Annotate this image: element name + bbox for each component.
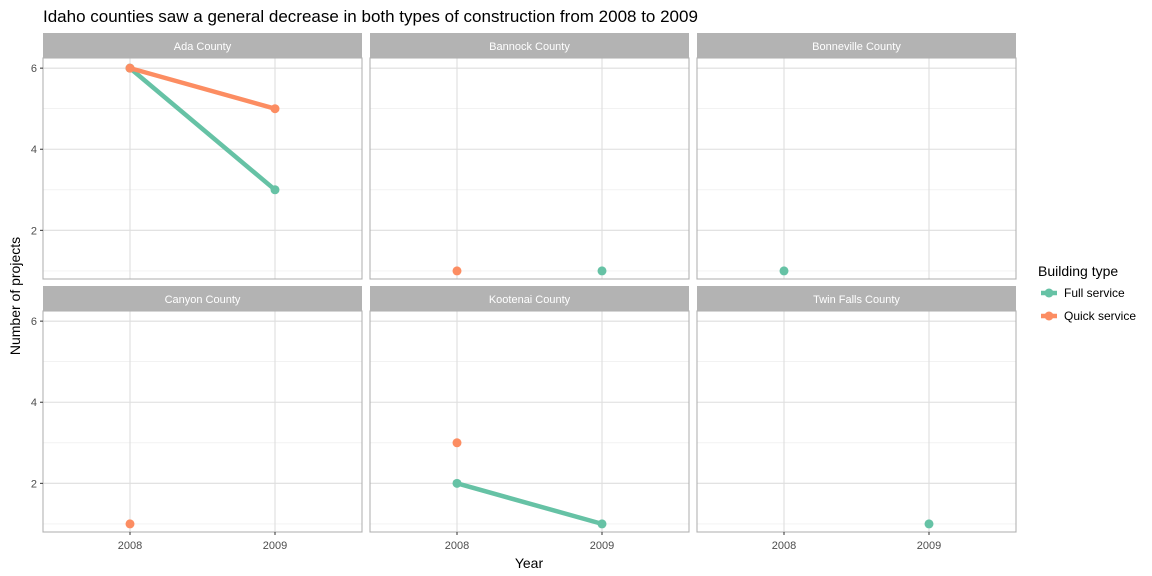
strip-twin-falls-county (697, 286, 1016, 311)
legend-label-full-service: Full service (1064, 286, 1125, 300)
strip-canyon-county (43, 286, 362, 311)
chart-title: Idaho counties saw a general decrease in… (43, 7, 698, 26)
strip-label: Ada County (174, 41, 232, 53)
x-tick-label: 2008 (772, 540, 796, 552)
strip-kootenai-county (370, 286, 689, 311)
panel-bonneville-county: Bonneville County (696, 33, 1017, 280)
strip-bannock-county (370, 33, 689, 58)
data-point-full-service (597, 519, 607, 529)
panel-background (370, 58, 689, 279)
panel-twin-falls-county: Twin Falls County 2008 2009 (696, 286, 1017, 552)
y-tick-label: 2 (31, 225, 37, 237)
data-point-quick-service (125, 63, 135, 73)
y-tick-label: 2 (31, 478, 37, 490)
x-axis-title: Year (515, 555, 544, 571)
strip-ada-county (43, 33, 362, 58)
legend-items: Full service Quick service (1041, 286, 1136, 323)
y-axis-title: Number of projects (7, 237, 23, 355)
x-tick-label: 2008 (445, 540, 469, 552)
strip-label: Canyon County (165, 294, 241, 306)
panel-background (43, 311, 362, 532)
strip-bonneville-county (697, 33, 1016, 58)
series-line-full-service (128, 66, 277, 192)
y-tick-label: 4 (31, 397, 37, 409)
panel-border (369, 57, 690, 280)
strip-label: Bannock County (489, 41, 570, 53)
legend-key-point-quick-service (1044, 311, 1054, 321)
panel-border (696, 310, 1017, 533)
data-point-full-service (452, 478, 462, 488)
facet-panels: Ada County 2 4 6 Bannock County Bonneville Co… (31, 33, 1017, 552)
strip-label: Twin Falls County (813, 294, 900, 306)
strip-label: Kootenai County (489, 294, 571, 306)
data-point-quick-service (452, 438, 462, 448)
panel-bannock-county: Bannock County (369, 33, 690, 280)
data-point-full-service (597, 266, 607, 276)
legend: Building type Full service Quick service (1038, 263, 1136, 323)
x-tick-label: 2009 (917, 540, 941, 552)
x-tick-label: 2008 (118, 540, 142, 552)
panel-border (42, 57, 363, 280)
panel-kootenai-county: Kootenai County 2008 2009 (369, 286, 690, 552)
y-tick-label: 6 (31, 316, 37, 328)
panel-background (697, 311, 1016, 532)
panel-background (370, 311, 689, 532)
legend-key-point-full-service (1044, 288, 1054, 298)
strip-label: Bonneville County (812, 41, 901, 53)
series-line-quick-service (129, 65, 276, 111)
data-point-full-service (924, 519, 934, 529)
panel-border (696, 57, 1017, 280)
legend-title: Building type (1038, 263, 1118, 279)
x-tick-label: 2009 (263, 540, 287, 552)
data-point-quick-service (270, 104, 280, 114)
panel-border (42, 310, 363, 533)
y-tick-label: 4 (31, 144, 37, 156)
data-point-full-service (779, 266, 789, 276)
panel-background (43, 58, 362, 279)
panel-ada-county: Ada County 2 4 6 (31, 33, 363, 280)
panel-border (369, 310, 690, 533)
legend-label-quick-service: Quick service (1064, 309, 1136, 323)
y-tick-label: 6 (31, 63, 37, 75)
x-tick-label: 2009 (590, 540, 614, 552)
panel-canyon-county: Canyon County 2 4 6 2008 2009 (31, 286, 363, 552)
series-line-full-service (456, 481, 603, 527)
data-point-quick-service (125, 519, 135, 529)
panel-background (697, 58, 1016, 279)
data-point-full-service (270, 185, 280, 195)
data-point-quick-service (452, 266, 462, 276)
